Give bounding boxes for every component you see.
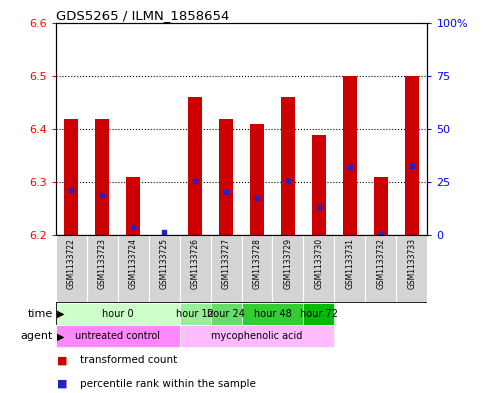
Text: hour 24: hour 24 bbox=[207, 309, 245, 319]
Text: hour 72: hour 72 bbox=[300, 309, 338, 319]
Text: mycophenolic acid: mycophenolic acid bbox=[211, 331, 303, 342]
Bar bbox=[219, 119, 233, 235]
FancyBboxPatch shape bbox=[272, 235, 303, 302]
FancyBboxPatch shape bbox=[211, 235, 242, 302]
Text: percentile rank within the sample: percentile rank within the sample bbox=[80, 379, 256, 389]
Bar bbox=[250, 124, 264, 235]
FancyBboxPatch shape bbox=[303, 303, 334, 325]
Bar bbox=[95, 119, 109, 235]
Text: GSM1133733: GSM1133733 bbox=[408, 238, 416, 289]
Bar bbox=[188, 97, 202, 235]
FancyBboxPatch shape bbox=[56, 235, 86, 302]
FancyBboxPatch shape bbox=[149, 235, 180, 302]
Text: hour 0: hour 0 bbox=[102, 309, 133, 319]
Text: hour 12: hour 12 bbox=[176, 309, 214, 319]
Text: GDS5265 / ILMN_1858654: GDS5265 / ILMN_1858654 bbox=[56, 9, 229, 22]
Text: GSM1133727: GSM1133727 bbox=[222, 238, 230, 289]
Bar bbox=[374, 177, 388, 235]
FancyBboxPatch shape bbox=[180, 325, 334, 347]
Bar bbox=[405, 76, 419, 235]
FancyBboxPatch shape bbox=[242, 235, 272, 302]
FancyBboxPatch shape bbox=[86, 235, 117, 302]
Text: GSM1133730: GSM1133730 bbox=[314, 238, 324, 289]
Text: GSM1133725: GSM1133725 bbox=[159, 238, 169, 289]
Text: GSM1133726: GSM1133726 bbox=[190, 238, 199, 289]
FancyBboxPatch shape bbox=[242, 303, 303, 325]
Text: GSM1133732: GSM1133732 bbox=[376, 238, 385, 289]
Text: GSM1133722: GSM1133722 bbox=[67, 238, 75, 289]
Text: GSM1133724: GSM1133724 bbox=[128, 238, 138, 289]
Text: GSM1133729: GSM1133729 bbox=[284, 238, 293, 289]
Text: GSM1133731: GSM1133731 bbox=[345, 238, 355, 289]
Bar bbox=[126, 177, 140, 235]
FancyBboxPatch shape bbox=[366, 235, 397, 302]
Text: ■: ■ bbox=[57, 355, 68, 365]
FancyBboxPatch shape bbox=[180, 303, 211, 325]
Text: time: time bbox=[28, 309, 53, 319]
Text: ■: ■ bbox=[57, 379, 68, 389]
FancyBboxPatch shape bbox=[180, 235, 211, 302]
FancyBboxPatch shape bbox=[211, 303, 242, 325]
Bar bbox=[312, 135, 326, 235]
Text: GSM1133728: GSM1133728 bbox=[253, 238, 261, 289]
FancyBboxPatch shape bbox=[56, 325, 180, 347]
Text: untreated control: untreated control bbox=[75, 331, 160, 342]
Text: hour 48: hour 48 bbox=[254, 309, 291, 319]
Text: ▶: ▶ bbox=[57, 331, 65, 342]
Text: transformed count: transformed count bbox=[80, 355, 177, 365]
FancyBboxPatch shape bbox=[303, 235, 334, 302]
Text: GSM1133723: GSM1133723 bbox=[98, 238, 107, 289]
FancyBboxPatch shape bbox=[334, 235, 366, 302]
Bar bbox=[343, 76, 357, 235]
Bar bbox=[281, 97, 295, 235]
FancyBboxPatch shape bbox=[397, 235, 427, 302]
Text: agent: agent bbox=[21, 331, 53, 342]
FancyBboxPatch shape bbox=[117, 235, 149, 302]
Bar bbox=[64, 119, 78, 235]
Text: ▶: ▶ bbox=[57, 309, 65, 319]
FancyBboxPatch shape bbox=[56, 303, 180, 325]
